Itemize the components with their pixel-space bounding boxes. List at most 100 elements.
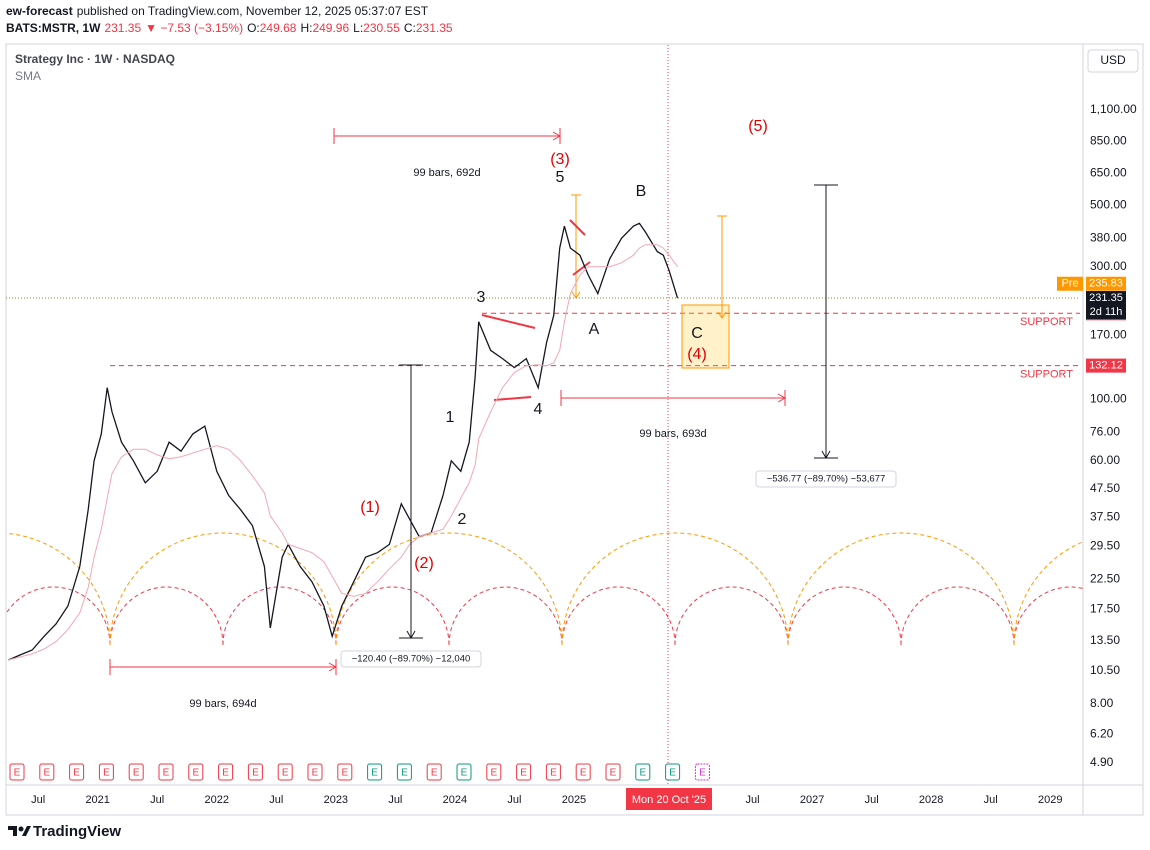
x-tick-label: Jul bbox=[269, 794, 283, 806]
earnings-icon bbox=[39, 763, 55, 781]
measure-label: −536.77 (−89.70%) −53,677 bbox=[767, 474, 886, 485]
range-head bbox=[328, 662, 338, 672]
projection-head bbox=[717, 311, 727, 319]
y-tick-label: 22.50 bbox=[1090, 571, 1120, 585]
y-tick-label: 13.50 bbox=[1090, 633, 1120, 647]
measure-box bbox=[755, 470, 897, 488]
range-head bbox=[552, 131, 562, 141]
wave-label: 1 bbox=[446, 409, 455, 426]
y-tick-label: 650.00 bbox=[1090, 166, 1127, 180]
earnings-letter: E bbox=[43, 768, 50, 779]
earnings-icon bbox=[218, 763, 234, 781]
y-tick-label: 29.50 bbox=[1090, 539, 1120, 553]
countdown: 2d 11h bbox=[1090, 306, 1123, 318]
cycle-arc bbox=[109, 532, 337, 646]
pre-label: Pre bbox=[1061, 278, 1078, 290]
earnings-icon bbox=[9, 763, 25, 781]
y-tick-label: 60.00 bbox=[1090, 453, 1120, 467]
y-tick-label: 500.00 bbox=[1090, 197, 1127, 211]
pre-price: 235.83 bbox=[1089, 278, 1123, 290]
x-tick-label: Jul bbox=[746, 794, 760, 806]
y-tick-label: 6.20 bbox=[1090, 727, 1114, 741]
projection-head bbox=[571, 291, 581, 299]
y-tick-label: 4.90 bbox=[1090, 755, 1114, 769]
trend-line bbox=[572, 261, 591, 276]
earnings-letter: E bbox=[699, 768, 706, 779]
ohlc-price: 230.55 bbox=[363, 21, 400, 35]
wave-label: 4 bbox=[534, 401, 543, 418]
support-label: SUPPORT bbox=[1020, 316, 1073, 328]
x-tick-label: 2024 bbox=[443, 794, 467, 806]
crosshair-label: Mon 20 Oct '25 bbox=[632, 794, 706, 806]
support-price: 132.12 bbox=[1089, 360, 1123, 372]
wave-label: (2) bbox=[414, 555, 434, 572]
earnings-letter: E bbox=[192, 768, 199, 779]
earnings-icon bbox=[694, 763, 710, 781]
earnings-letter: E bbox=[490, 768, 497, 779]
measure-head bbox=[406, 630, 416, 640]
y-tick-label: 8.00 bbox=[1090, 696, 1114, 710]
earnings-letter: E bbox=[371, 768, 378, 779]
earnings-letter: E bbox=[133, 768, 140, 779]
published: published on TradingView.com, November 1… bbox=[77, 4, 429, 18]
wave-label: (5) bbox=[748, 118, 768, 135]
last-price: 231.35 bbox=[1089, 292, 1123, 304]
x-tick-label: Jul bbox=[507, 794, 521, 806]
trend-line bbox=[569, 219, 586, 236]
y-tick-label: 10.50 bbox=[1090, 663, 1120, 677]
earnings-letter: E bbox=[431, 768, 438, 779]
earnings-letter: E bbox=[103, 768, 110, 779]
earnings-letter: E bbox=[163, 768, 170, 779]
y-tick-label: 17.50 bbox=[1090, 602, 1120, 616]
earnings-icon bbox=[128, 763, 144, 781]
currency[interactable]: USD bbox=[1100, 53, 1126, 67]
wave-label: B bbox=[636, 183, 647, 200]
earnings-icon bbox=[307, 763, 323, 781]
earnings-letter: E bbox=[639, 768, 646, 779]
earnings-letter: E bbox=[580, 768, 587, 779]
cycle-arc bbox=[335, 532, 563, 646]
earnings-icon bbox=[69, 763, 85, 781]
last: 231.35 bbox=[104, 21, 141, 35]
y-tick-label: 170.00 bbox=[1090, 327, 1127, 341]
ohlc-price: 249.96 bbox=[312, 21, 349, 35]
x-tick-label: 2021 bbox=[85, 794, 109, 806]
x-tick-label: 2028 bbox=[919, 794, 943, 806]
ohlc-key: H: bbox=[300, 21, 312, 35]
brand: TradingView bbox=[33, 823, 121, 840]
earnings-icon bbox=[158, 763, 174, 781]
earnings-icon bbox=[635, 763, 651, 781]
earnings-icon bbox=[247, 763, 263, 781]
ohlc-price: 249.68 bbox=[260, 21, 297, 35]
y-tick-label: 37.50 bbox=[1090, 510, 1120, 524]
y-tick-label: 1,100.00 bbox=[1090, 102, 1137, 116]
earnings-icon bbox=[98, 763, 114, 781]
sma-line bbox=[8, 244, 678, 661]
x-tick-label: 2023 bbox=[324, 794, 348, 806]
range-label: 99 bars, 694d bbox=[189, 698, 256, 710]
support-label: SUPPORT bbox=[1020, 369, 1073, 381]
currency-button[interactable] bbox=[1087, 49, 1139, 73]
wave-label: A bbox=[589, 321, 600, 338]
ohlc-key: C: bbox=[404, 21, 416, 35]
y-tick-label: 850.00 bbox=[1090, 133, 1127, 147]
wave-label: (1) bbox=[360, 499, 380, 516]
target-box bbox=[681, 304, 730, 369]
ohlc-key: O: bbox=[247, 21, 260, 35]
range-label: 99 bars, 693d bbox=[639, 428, 706, 440]
earnings-icon bbox=[486, 763, 502, 781]
wave-label: 5 bbox=[556, 169, 565, 186]
ohlc-key: L: bbox=[353, 21, 363, 35]
y-tick-label: 100.00 bbox=[1090, 391, 1127, 405]
x-tick-label: Jul bbox=[31, 794, 45, 806]
x-tick-label: 2022 bbox=[205, 794, 229, 806]
symbol-line: BATS:MSTR, 1W 231.35 ▼ −7.53 (−3.15%) O:249… bbox=[6, 21, 453, 35]
wave-label: (4) bbox=[687, 346, 707, 363]
earnings-icon bbox=[337, 763, 353, 781]
earnings-letter: E bbox=[14, 768, 21, 779]
x-tick-label: 2027 bbox=[800, 794, 824, 806]
y-tick-label: 300.00 bbox=[1090, 259, 1127, 273]
earnings-icon bbox=[665, 763, 681, 781]
wave-label: 2 bbox=[458, 511, 467, 528]
